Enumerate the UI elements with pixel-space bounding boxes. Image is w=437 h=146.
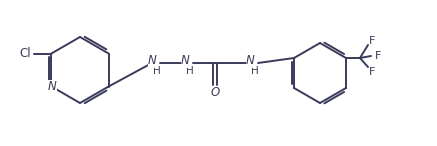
- Text: H: H: [186, 66, 194, 76]
- Text: H: H: [153, 66, 161, 76]
- Text: N: N: [180, 54, 189, 67]
- Text: O: O: [210, 86, 220, 99]
- Text: Cl: Cl: [20, 47, 31, 60]
- Text: N: N: [148, 54, 156, 67]
- Text: F: F: [375, 51, 381, 61]
- Text: H: H: [251, 66, 259, 76]
- Text: N: N: [246, 54, 254, 67]
- Text: F: F: [369, 36, 375, 46]
- Text: N: N: [48, 80, 57, 93]
- Text: F: F: [369, 67, 375, 77]
